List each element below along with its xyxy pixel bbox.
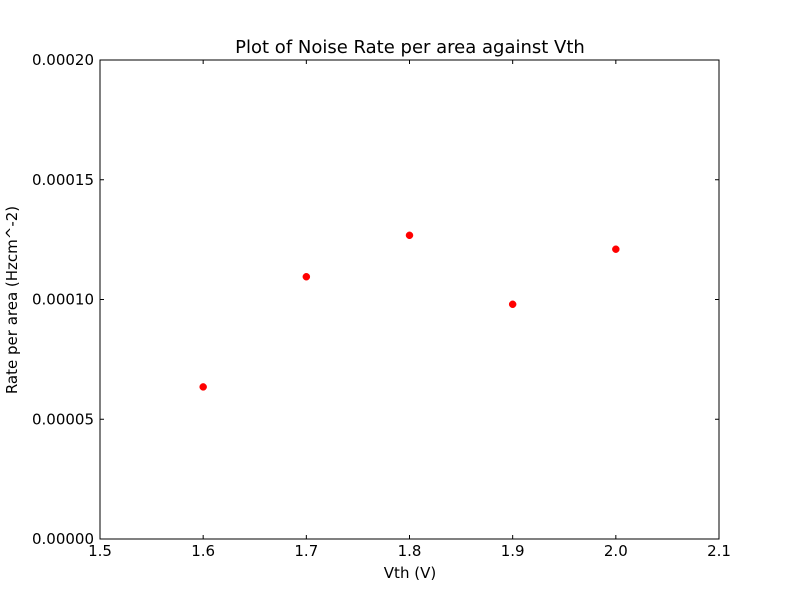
data-point	[199, 383, 207, 391]
x-tick-label: 1.5	[88, 542, 112, 560]
y-tick-label: 0.00020	[32, 51, 94, 69]
y-tick-label: 0.00015	[32, 171, 94, 189]
plot-area: 1.5 1.6 1.7 1.8 1.9 2.0 2.1 0.00000 0.00005 0.000…	[32, 51, 731, 560]
x-tick-label: 2.1	[707, 542, 731, 560]
data-point	[405, 231, 414, 240]
data-point	[508, 300, 517, 309]
y-tick-label: 0.00000	[32, 530, 94, 548]
chart-title: Plot of Noise Rate per area against Vth	[235, 37, 585, 58]
x-tick-label: 1.8	[398, 542, 422, 560]
x-tick-label: 1.7	[294, 542, 318, 560]
data-point	[302, 272, 311, 281]
x-tick-label: 2.0	[604, 542, 628, 560]
x-tick-label: 1.6	[191, 542, 215, 560]
data-point	[612, 245, 620, 253]
x-tick-label: 1.9	[501, 542, 525, 560]
axes-frame	[99, 59, 720, 540]
y-tick-label: 0.00010	[32, 291, 94, 309]
y-axis-label: Rate per area (Hzcm^-2)	[3, 206, 21, 394]
y-tick-label: 0.00005	[32, 410, 94, 428]
x-axis-label: Vth (V)	[384, 564, 436, 582]
